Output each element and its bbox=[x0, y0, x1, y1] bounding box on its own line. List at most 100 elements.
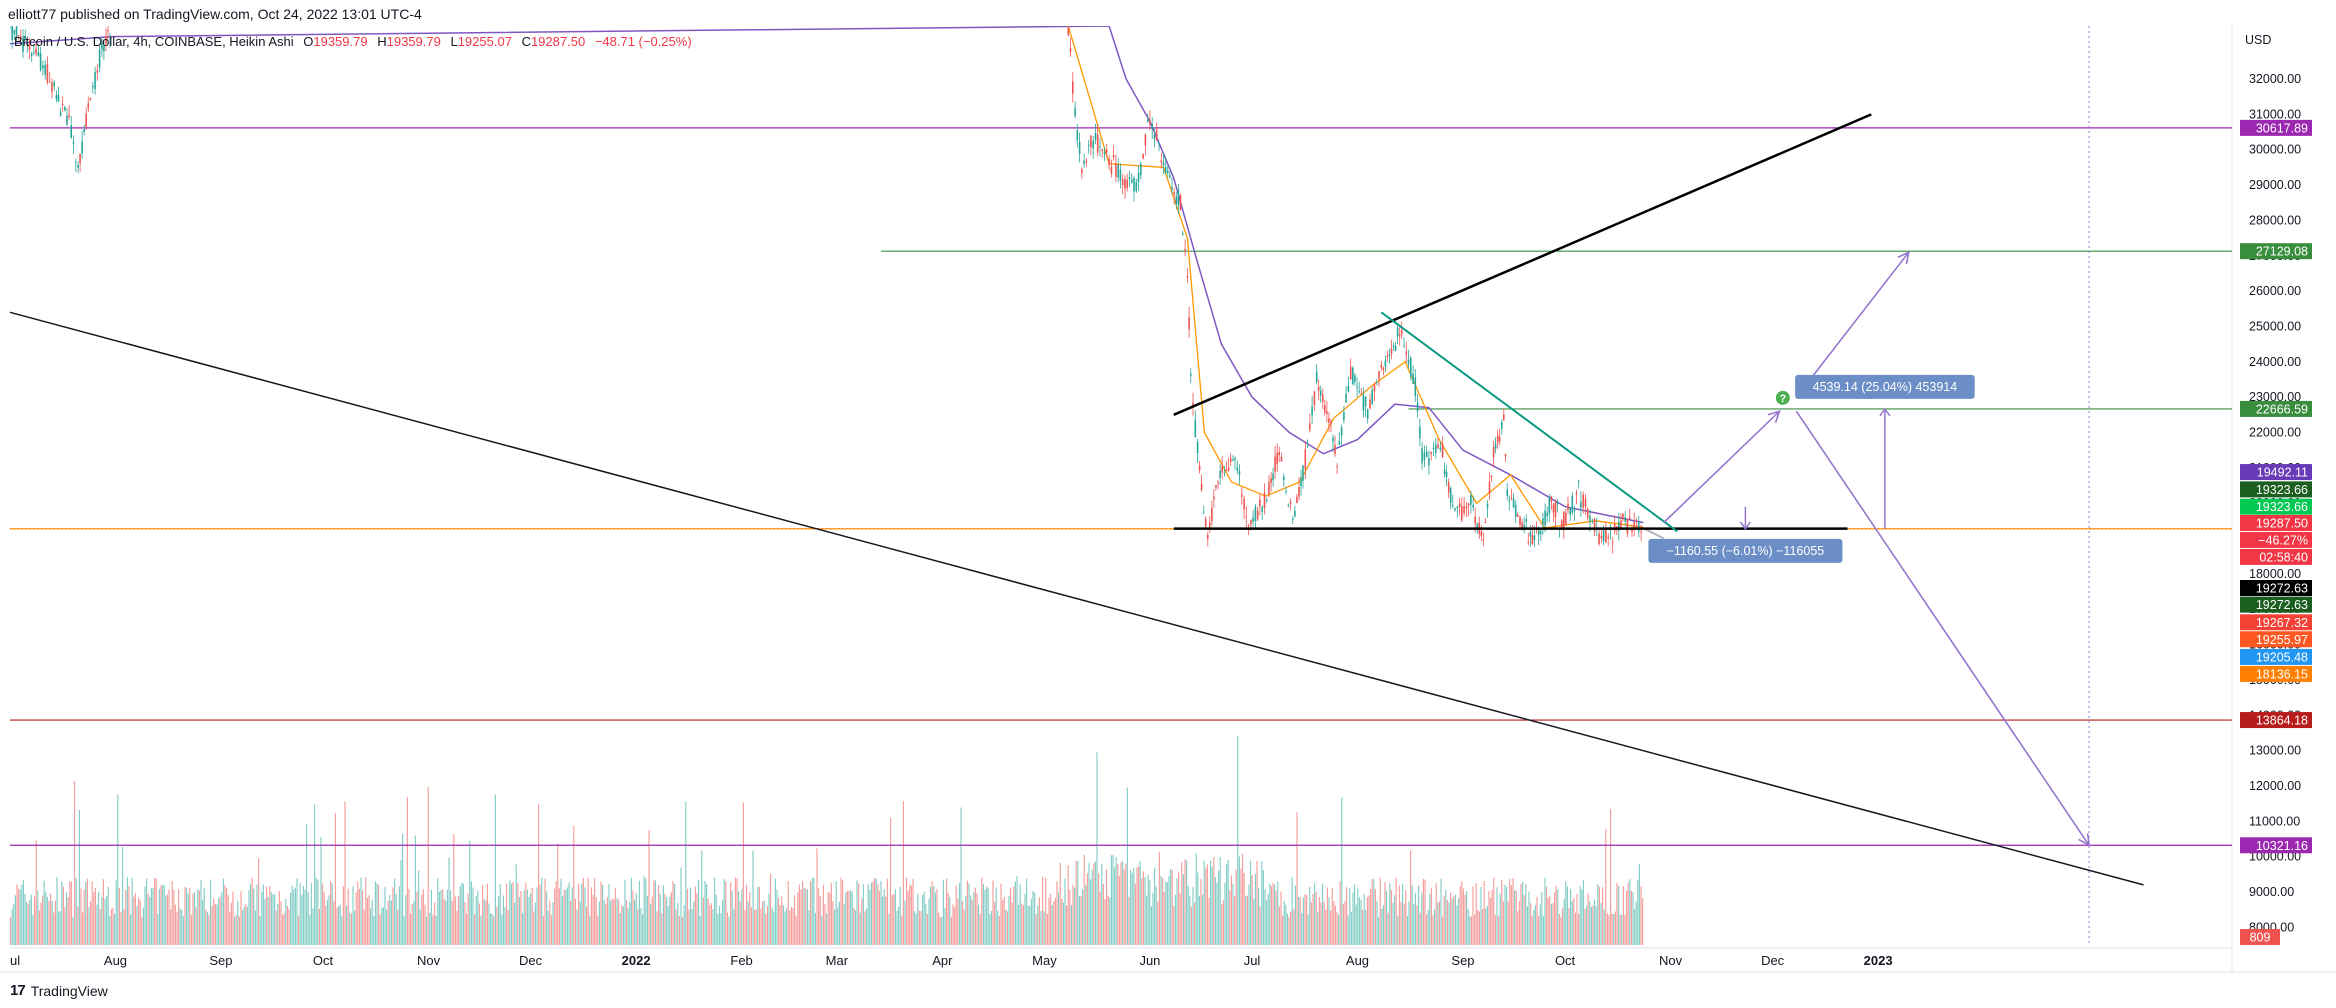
candle-body bbox=[1194, 420, 1197, 438]
volume-bar bbox=[776, 889, 778, 945]
volume-bar bbox=[1626, 890, 1628, 945]
volume-bar bbox=[1346, 887, 1348, 945]
volume-bar bbox=[738, 891, 740, 945]
candle-body bbox=[1607, 537, 1609, 539]
candle-body bbox=[1560, 520, 1563, 528]
candle-body bbox=[1425, 451, 1428, 457]
volume-bar bbox=[1627, 882, 1629, 945]
volume-bar bbox=[757, 886, 759, 945]
candle-body bbox=[1580, 501, 1582, 508]
volume-bar bbox=[533, 911, 535, 945]
volume-bar bbox=[1186, 860, 1188, 945]
legend-low: 19255.07 bbox=[457, 34, 512, 49]
volume-bar bbox=[1570, 889, 1572, 945]
volume-bar bbox=[832, 901, 834, 945]
candle-body bbox=[35, 48, 37, 54]
candle-body bbox=[1494, 443, 1497, 449]
volume-bar bbox=[467, 893, 469, 945]
volume-bar bbox=[1290, 911, 1292, 945]
volume-bar bbox=[51, 901, 53, 945]
volume-bar bbox=[1091, 869, 1093, 945]
volume-bar bbox=[990, 911, 992, 945]
volume-bar bbox=[656, 911, 658, 945]
volume-bar bbox=[520, 891, 522, 945]
volume-bar bbox=[534, 902, 536, 945]
price-axis-tick: 13000.00 bbox=[2249, 744, 2301, 758]
candle-body bbox=[1458, 503, 1461, 507]
volume-bar bbox=[144, 886, 146, 945]
volume-bar bbox=[190, 915, 192, 945]
volume-bar bbox=[1392, 902, 1394, 945]
candle-body bbox=[1482, 539, 1485, 541]
volume-bar bbox=[771, 907, 773, 945]
candle-body bbox=[1548, 496, 1551, 514]
candle-body bbox=[1243, 498, 1245, 510]
volume-bar bbox=[1475, 883, 1477, 945]
volume-bar bbox=[1238, 856, 1240, 945]
volume-bar bbox=[589, 915, 591, 945]
volume-bar bbox=[1379, 877, 1381, 945]
volume-bar bbox=[1619, 915, 1621, 945]
volume-bar bbox=[1094, 861, 1096, 945]
volume-bar bbox=[133, 896, 135, 945]
candle-body bbox=[1274, 456, 1276, 472]
volume-bar bbox=[178, 889, 180, 945]
volume-bar bbox=[384, 887, 386, 945]
volume-bar bbox=[496, 906, 498, 945]
volume-bar bbox=[874, 877, 876, 945]
candle-body bbox=[1503, 414, 1505, 421]
price-axis-tick: 28000.00 bbox=[2249, 213, 2301, 227]
volume-bar bbox=[115, 880, 117, 945]
volume-bar bbox=[1117, 863, 1119, 945]
volume-bar bbox=[382, 907, 384, 945]
candle-body bbox=[1563, 511, 1565, 531]
volume-bar bbox=[549, 900, 551, 945]
volume-bar bbox=[1133, 867, 1135, 945]
volume-bar bbox=[702, 897, 704, 945]
volume-bar bbox=[1232, 883, 1234, 945]
candle-body bbox=[1386, 355, 1389, 357]
volume-bar bbox=[339, 904, 341, 945]
volume-bar bbox=[1642, 898, 1644, 945]
candle-body bbox=[1087, 144, 1090, 146]
volume-bar bbox=[1278, 906, 1280, 945]
volume-bar bbox=[1488, 891, 1490, 945]
volume-bar bbox=[984, 889, 986, 945]
volume-bar bbox=[358, 889, 360, 945]
volume-bar bbox=[338, 906, 340, 945]
volume-bar bbox=[542, 915, 544, 945]
volume-bar bbox=[328, 895, 330, 945]
volume-bar bbox=[1272, 882, 1274, 945]
volume-bar bbox=[1381, 908, 1383, 945]
volume-bar bbox=[1118, 875, 1120, 945]
volume-bar bbox=[1536, 896, 1538, 945]
volume-bar bbox=[1640, 886, 1642, 945]
legend-symbol: Bitcoin / U.S. Dollar, 4h, COINBASE, Hei… bbox=[14, 34, 294, 49]
volume-bar bbox=[1464, 894, 1466, 945]
candle-body bbox=[1144, 134, 1147, 146]
volume-bar bbox=[1134, 883, 1136, 945]
candle-body bbox=[1103, 151, 1106, 155]
volume-bar bbox=[323, 892, 325, 945]
volume-bar bbox=[912, 879, 914, 945]
volume-bar bbox=[674, 884, 676, 945]
volume-bar bbox=[334, 813, 336, 945]
volume-bar bbox=[645, 878, 647, 945]
volume-bar bbox=[818, 888, 820, 945]
volume-bar bbox=[466, 913, 468, 945]
volume-bar bbox=[1395, 878, 1397, 945]
volume-bar bbox=[1582, 879, 1584, 945]
volume-bar bbox=[138, 897, 140, 945]
volume-bar bbox=[925, 903, 927, 945]
candle-body bbox=[1247, 525, 1250, 527]
volume-bar bbox=[1077, 861, 1079, 945]
volume-bar bbox=[26, 902, 28, 945]
price-axis-currency: USD bbox=[2245, 33, 2271, 47]
volume-bar bbox=[952, 904, 954, 945]
volume-bar bbox=[888, 914, 890, 945]
time-axis-tick: Apr bbox=[932, 953, 953, 968]
volume-bar bbox=[514, 902, 516, 945]
volume-bar bbox=[1338, 914, 1340, 945]
volume-bar bbox=[310, 883, 312, 945]
